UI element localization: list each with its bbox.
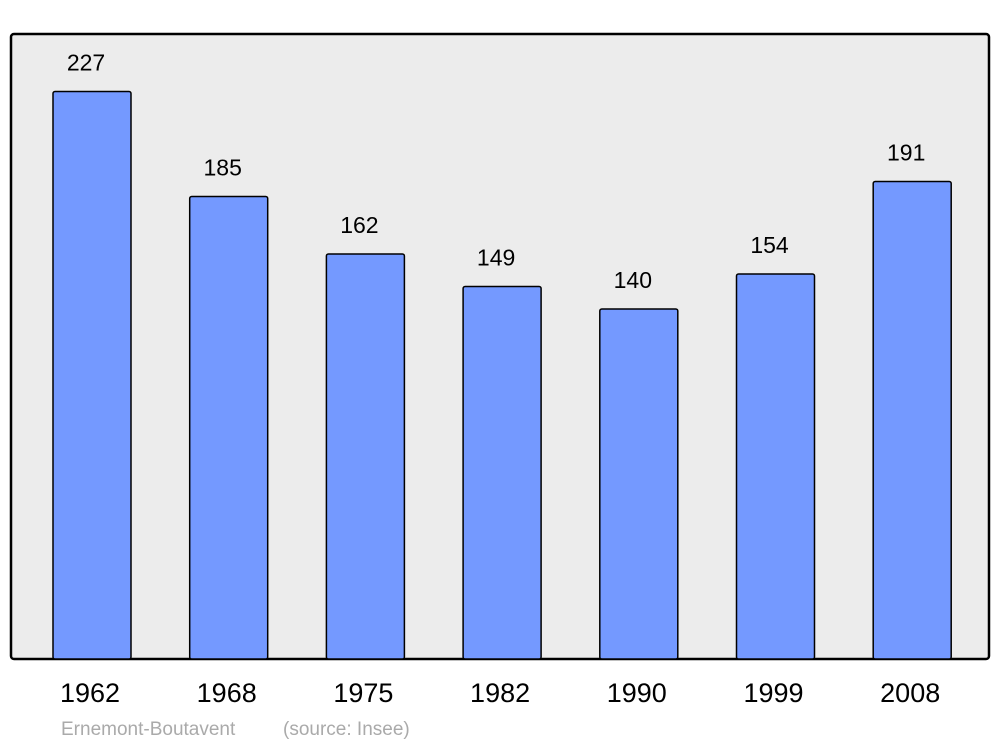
bar: [462, 285, 542, 660]
x-tick-label: 1982: [470, 678, 530, 708]
value-label: 227: [67, 50, 105, 76]
value-label: 149: [477, 245, 515, 271]
value-label: 191: [887, 140, 925, 166]
bar: [188, 195, 269, 660]
bar: [599, 308, 679, 660]
source: (source: Insee): [283, 719, 410, 740]
x-tick-label: 1975: [333, 678, 393, 708]
value-label: 140: [614, 267, 652, 293]
x-tick-label: 2008: [880, 678, 940, 708]
x-tick-label: 1968: [197, 678, 257, 708]
bar: [872, 180, 952, 660]
caption: Ernemont-Boutavent: [61, 719, 236, 740]
x-tick-label: 1999: [743, 678, 803, 708]
value-label: 154: [750, 232, 789, 258]
value-label: 185: [204, 155, 242, 181]
bar: [325, 253, 406, 660]
bar: [52, 90, 132, 660]
bar: [735, 273, 816, 660]
value-label: 162: [340, 212, 378, 238]
x-tick-label: 1962: [60, 678, 120, 708]
x-tick-label: 1990: [607, 678, 667, 708]
